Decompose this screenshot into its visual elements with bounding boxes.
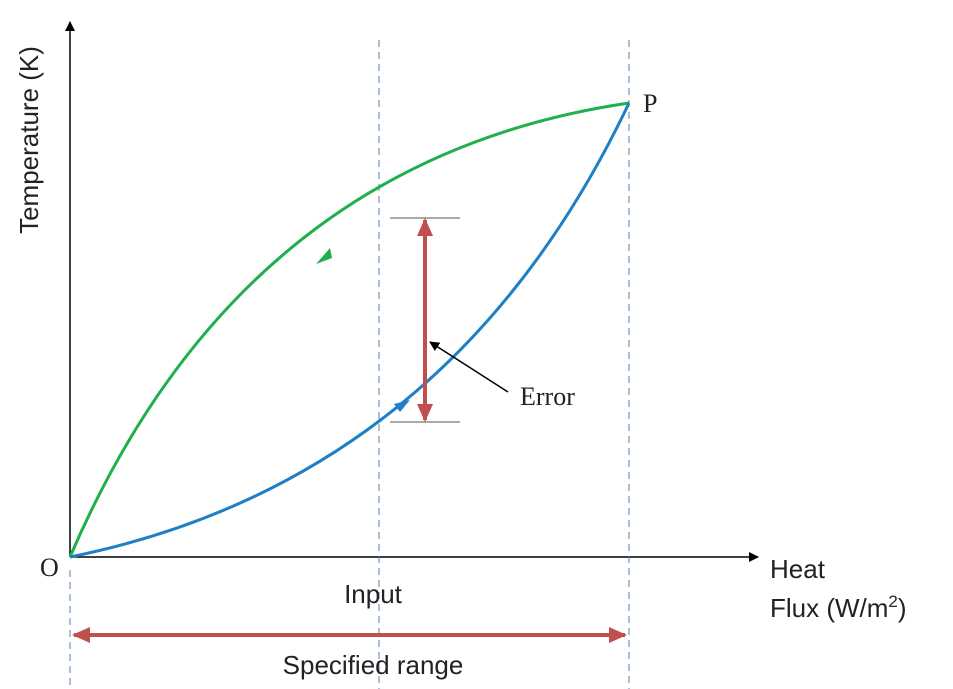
error-label: Error [520, 382, 575, 411]
green-curve [68, 101, 630, 558]
point-label: P [643, 89, 657, 118]
x-axis-label: Heat [770, 554, 826, 584]
curve-arrow [394, 400, 410, 412]
blue-curve [69, 102, 631, 559]
error-pointer [429, 341, 509, 393]
y-axis-label: Temperature (K) [14, 46, 44, 234]
x-axis-label: Flux (W/m2) [770, 592, 907, 623]
range-label: Specified range [283, 650, 464, 680]
x-axis-label-end: ) [898, 593, 907, 623]
input-label: Input [344, 579, 403, 609]
x-axis-label-main: Flux (W/m [770, 593, 888, 623]
origin-label: O [40, 553, 59, 582]
curve-arrow [316, 248, 332, 264]
x-axis-label-sup: 2 [888, 592, 897, 611]
